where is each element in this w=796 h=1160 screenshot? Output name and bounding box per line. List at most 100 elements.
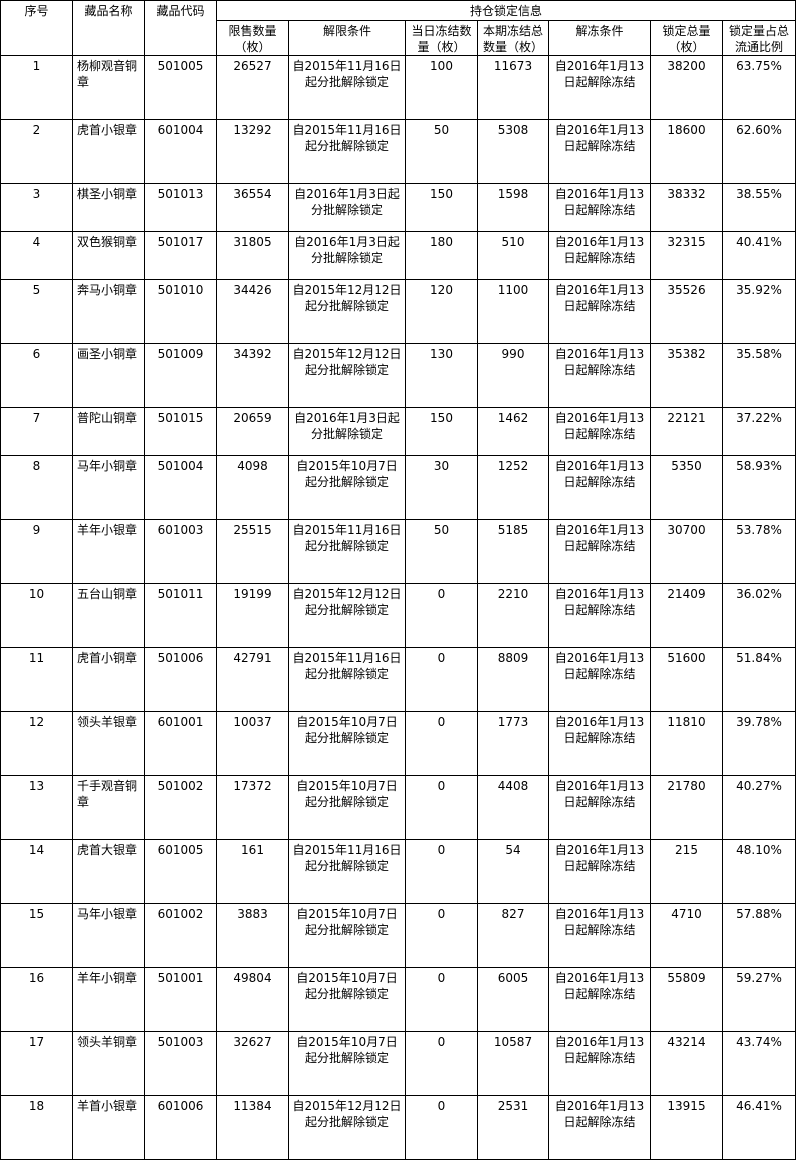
row-restricted-qty: 11384 [216,1095,289,1160]
row-name: 画圣小铜章 [72,343,145,408]
row-unfreeze-condition: 自2016年1月13日起解除冻结 [548,183,651,232]
row-locked-ratio: 63.75% [721,55,796,120]
row-restricted-qty: 49804 [216,967,289,1032]
row-period-frozen: 2531 [477,1095,549,1160]
row-period-frozen: 990 [477,343,549,408]
row-index: 7 [0,407,73,456]
row-locked-ratio: 53.78% [721,519,796,584]
row-code: 501017 [144,231,217,280]
row-name: 普陀山铜章 [72,407,145,456]
row-locked-ratio: 48.10% [721,839,796,904]
row-code: 601003 [144,519,217,584]
row-release-condition: 自2015年11月16日起分批解除锁定 [288,519,406,584]
row-locked-total: 35382 [650,343,723,408]
table-row: 18 羊首小银章 601006 11384 自2015年12月12日起分批解除锁定 0 25… [0,1095,796,1160]
row-locked-ratio: 46.41% [721,1095,796,1160]
row-daily-frozen: 30 [405,455,478,520]
header-locked-total: 锁定总量（枚） [650,20,723,56]
row-locked-total: 11810 [650,711,723,776]
row-daily-frozen: 180 [405,231,478,280]
row-release-condition: 自2016年1月3日起分批解除锁定 [288,183,406,232]
row-unfreeze-condition: 自2016年1月13日起解除冻结 [548,519,651,584]
row-code: 501002 [144,775,217,840]
row-daily-frozen: 0 [405,711,478,776]
row-index: 8 [0,455,73,520]
row-restricted-qty: 34426 [216,279,289,344]
table-row: 17 领头羊铜章 501003 32627 自2015年10月7日起分批解除锁定 0 105… [0,1031,796,1096]
row-release-condition: 自2015年10月7日起分批解除锁定 [288,1031,406,1096]
row-restricted-qty: 36554 [216,183,289,232]
row-period-frozen: 1773 [477,711,549,776]
row-release-condition: 自2015年10月7日起分批解除锁定 [288,903,406,968]
row-name: 虎首大银章 [72,839,145,904]
row-daily-frozen: 0 [405,839,478,904]
row-locked-ratio: 40.41% [721,231,796,280]
row-code: 501010 [144,279,217,344]
row-release-condition: 自2015年10月7日起分批解除锁定 [288,775,406,840]
row-index: 13 [0,775,73,840]
header-daily-frozen: 当日冻结数量（枚） [405,20,478,56]
row-daily-frozen: 50 [405,519,478,584]
row-restricted-qty: 26527 [216,55,289,120]
row-unfreeze-condition: 自2016年1月13日起解除冻结 [548,407,651,456]
row-unfreeze-condition: 自2016年1月13日起解除冻结 [548,343,651,408]
row-daily-frozen: 0 [405,583,478,648]
row-locked-total: 18600 [650,119,723,184]
row-release-condition: 自2015年10月7日起分批解除锁定 [288,967,406,1032]
row-restricted-qty: 4098 [216,455,289,520]
row-locked-ratio: 43.74% [721,1031,796,1096]
row-locked-total: 38200 [650,55,723,120]
header-group: 持仓锁定信息 [215,0,796,21]
row-release-condition: 自2015年11月16日起分批解除锁定 [288,839,406,904]
row-unfreeze-condition: 自2016年1月13日起解除冻结 [548,455,651,520]
row-locked-total: 215 [650,839,723,904]
row-restricted-qty: 161 [216,839,289,904]
row-locked-ratio: 59.27% [721,967,796,1032]
header-period-frozen: 本期冻结总数量（枚） [477,20,549,56]
row-code: 601006 [144,1095,217,1160]
row-locked-total: 13915 [650,1095,723,1160]
table-row: 5 奔马小铜章 501010 34426 自2015年12月12日起分批解除锁定 120 1… [0,279,796,344]
table-row: 14 虎首大银章 601005 161 自2015年11月16日起分批解除锁定 0 54 自2… [0,839,796,904]
row-restricted-qty: 32627 [216,1031,289,1096]
row-unfreeze-condition: 自2016年1月13日起解除冻结 [548,775,651,840]
table-row: 15 马年小银章 601002 3883 自2015年10月7日起分批解除锁定 0 827 自… [0,903,796,968]
row-daily-frozen: 50 [405,119,478,184]
table-row: 3 棋圣小铜章 501013 36554 自2016年1月3日起分批解除锁定 150 159… [0,183,796,232]
row-locked-total: 21409 [650,583,723,648]
row-release-condition: 自2015年11月16日起分批解除锁定 [288,647,406,712]
row-name: 领头羊铜章 [72,1031,145,1096]
row-code: 601001 [144,711,217,776]
row-period-frozen: 1252 [477,455,549,520]
row-index: 18 [0,1095,73,1160]
row-index: 16 [0,967,73,1032]
row-unfreeze-condition: 自2016年1月13日起解除冻结 [548,711,651,776]
row-code: 501001 [144,967,217,1032]
table-row: 11 虎首小铜章 501006 42791 自2015年11月16日起分批解除锁定 0 88… [0,647,796,712]
row-daily-frozen: 100 [405,55,478,120]
row-index: 15 [0,903,73,968]
row-locked-total: 30700 [650,519,723,584]
row-unfreeze-condition: 自2016年1月13日起解除冻结 [548,583,651,648]
row-period-frozen: 1598 [477,183,549,232]
table-row: 1 杨柳观音铜章 501005 26527 自2015年11月16日起分批解除锁定 100… [0,55,796,120]
row-name: 千手观音铜章 [72,775,145,840]
row-unfreeze-condition: 自2016年1月13日起解除冻结 [548,55,651,120]
row-index: 14 [0,839,73,904]
row-locked-ratio: 57.88% [721,903,796,968]
row-unfreeze-condition: 自2016年1月13日起解除冻结 [548,279,651,344]
row-index: 12 [0,711,73,776]
row-period-frozen: 54 [477,839,549,904]
row-locked-ratio: 62.60% [721,119,796,184]
row-release-condition: 自2015年10月7日起分批解除锁定 [288,455,406,520]
row-period-frozen: 510 [477,231,549,280]
row-daily-frozen: 0 [405,1031,478,1096]
table-row: 9 羊年小银章 601003 25515 自2015年11月16日起分批解除锁定 50 51… [0,519,796,584]
header-index: 序号 [0,0,73,56]
row-index: 17 [0,1031,73,1096]
row-locked-total: 51600 [650,647,723,712]
row-index: 9 [0,519,73,584]
row-locked-ratio: 38.55% [721,183,796,232]
row-name: 羊年小银章 [72,519,145,584]
